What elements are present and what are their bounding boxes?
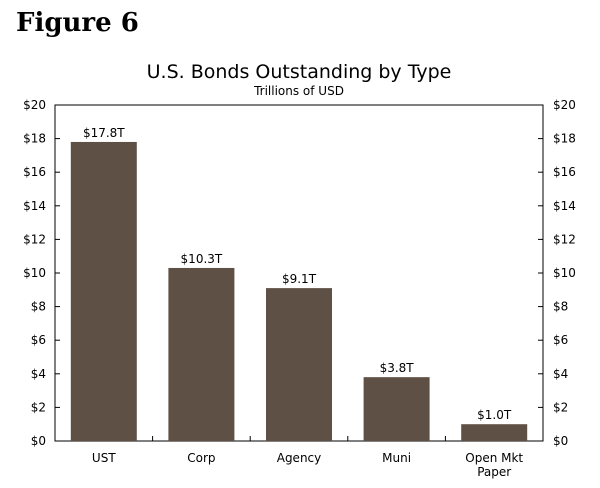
category-label: Muni [382,451,411,465]
data-label: $17.8T [83,126,125,140]
y-tick-label-left: $18 [23,132,46,146]
y-tick-label-left: $8 [31,300,46,314]
y-tick-label-right: $4 [553,367,568,381]
bar [363,377,430,441]
y-tick-label-right: $14 [553,199,576,213]
category-label: Agency [277,451,322,465]
y-tick-label-left: $10 [23,266,46,280]
figure-label: Figure 6 [16,8,139,38]
category-label: Corp [187,451,215,465]
y-tick-label-right: $16 [553,165,576,179]
y-tick-label-left: $0 [31,434,46,448]
data-label: $10.3T [181,252,223,266]
labels: $0 $0 $2 $2 $4 $4 $6 $6 $8 $8 $10 $10 $12 $12 $14 $14 $1… [23,98,576,479]
bar [461,424,528,441]
y-tick-label-right: $0 [553,434,568,448]
y-tick-label-left: $2 [31,400,46,414]
y-tick-label-right: $6 [553,333,568,347]
y-tick-label-left: $6 [31,333,46,347]
category-label: Open Mkt [465,451,523,465]
chart-subtitle: Trillions of USD [253,84,344,98]
y-tick-label-right: $8 [553,300,568,314]
bar [266,288,332,441]
y-tick-label-right: $12 [553,232,576,246]
bar [168,267,235,441]
y-tick-label-left: $16 [23,165,46,179]
data-label: $9.1T [282,272,317,286]
category-label: UST [92,451,116,465]
category-label: Paper [477,465,511,479]
y-tick-label-left: $4 [31,367,46,381]
data-label: $3.8T [380,361,415,375]
y-tick-label-left: $20 [23,98,46,112]
y-tick-label-right: $10 [553,266,576,280]
chart-title: U.S. Bonds Outstanding by Type [147,61,452,83]
bar [70,141,137,441]
bars [70,141,528,441]
data-label: $1.0T [477,408,512,422]
y-tick-label-left: $12 [23,232,46,246]
y-tick-label-right: $20 [553,98,576,112]
y-tick-label-left: $14 [23,199,46,213]
y-tick-label-right: $2 [553,400,568,414]
y-tick-label-right: $18 [553,132,576,146]
